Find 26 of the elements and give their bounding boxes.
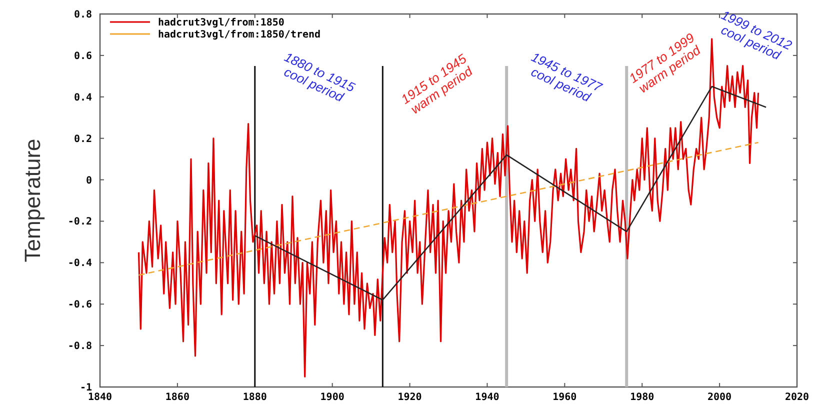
x-tick-label: 1860 [165,392,190,403]
x-tick-label: 1840 [88,392,112,403]
y-tick-label: 0.6 [74,50,92,62]
y-tick-label: 0 [86,175,92,186]
y-tick-label: -1 [80,382,92,394]
y-tick-label: 0.8 [74,10,92,20]
x-tick-label: 2020 [784,392,810,403]
annotation: 1880 to 1915 cool period [282,49,358,105]
x-tick-label: 2000 [708,392,732,403]
x-tick-label: 1880 [242,392,267,403]
x-tick-label: 1900 [320,392,344,403]
annotation: 1999 to 2012 cool period [718,7,795,63]
y-tick-label: -0.2 [68,216,92,228]
y-axis-title: Temperature [20,138,45,262]
y-tick-label: -0.8 [68,341,92,352]
x-tick-label: 1920 [398,392,422,403]
legend-label: hadcrut3vgl/from:1850/trend [158,30,321,40]
legend-label: hadcrut3vgl/from:1850 [158,18,284,28]
x-tick-label: 1940 [475,392,500,403]
y-tick-label: 0.4 [74,92,92,104]
y-tick-label: -0.4 [68,258,92,270]
x-tick-label: 1960 [552,392,577,403]
y-tick-label: -0.6 [68,300,92,311]
y-tick-label: 0.2 [74,134,92,145]
annotation: 1945 to 1977 cool period [528,49,605,105]
x-tick-label: 1980 [630,392,654,403]
